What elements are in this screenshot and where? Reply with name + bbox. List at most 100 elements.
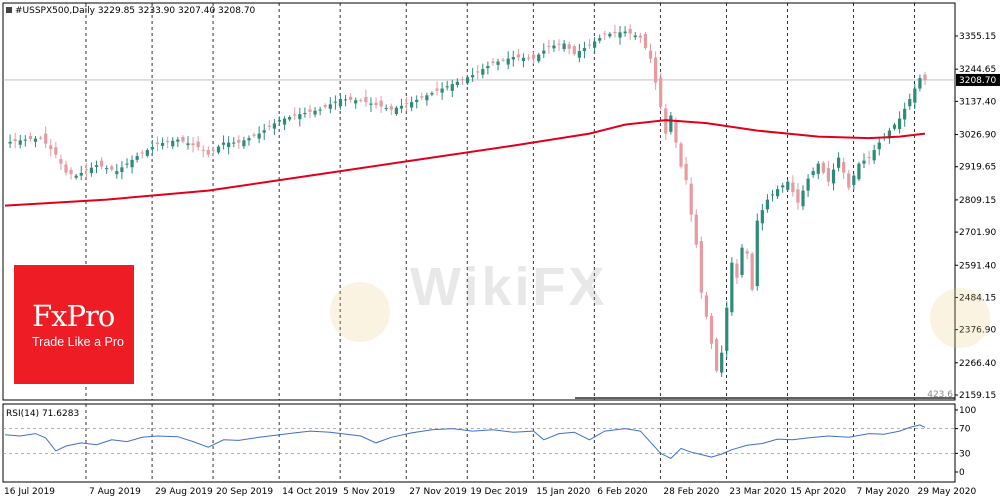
candle-body [8, 141, 12, 144]
candle-body [506, 58, 510, 65]
x-tick-label: 14 Oct 2019 [282, 487, 338, 497]
candle-body [715, 339, 719, 371]
candle-body [237, 139, 241, 143]
candle-body [511, 57, 515, 60]
wikifx-watermark: WikiFX [410, 257, 608, 317]
rsi-y-tick-label: 30 [959, 449, 971, 459]
candle-body [918, 78, 922, 89]
candle-body [374, 102, 378, 106]
candle-body [501, 59, 505, 61]
candle-body [110, 166, 114, 170]
candle-body [623, 31, 627, 34]
candle-body [323, 105, 327, 107]
candle-body [125, 163, 129, 165]
candle-body [897, 118, 902, 130]
current-price-box [956, 73, 1000, 86]
candle-body [598, 38, 602, 41]
x-tick-label: 27 Nov 2019 [409, 487, 467, 497]
candle-body [293, 114, 297, 116]
x-tick-label: 16 Jul 2019 [4, 487, 55, 497]
candle-body [476, 71, 480, 73]
candle-body [99, 160, 104, 167]
candle-body [425, 95, 429, 101]
main-panel-frame [2, 2, 956, 401]
y-tick-label: 2701.90 [959, 228, 996, 238]
candle-body [54, 147, 58, 155]
candle-body [562, 43, 566, 50]
wikifx-watermark-badge-right [930, 288, 990, 348]
fxpro-logo: FxPro Trade Like a Pro [14, 265, 134, 384]
candle-body [333, 101, 337, 103]
candle-body [811, 171, 815, 176]
candle-body [735, 263, 739, 278]
candle-body [267, 125, 271, 127]
fxpro-logo-text: FxPro [32, 299, 115, 333]
candle-body [262, 130, 266, 133]
candle-body [892, 124, 897, 129]
y-tick-label: 2376.90 [959, 326, 996, 336]
y-tick-label: 2484.15 [959, 293, 996, 303]
candle-body [867, 157, 871, 159]
candle-body [252, 134, 256, 136]
candle-body [572, 46, 576, 55]
candle-body [166, 141, 170, 143]
candle-body [191, 143, 195, 146]
candle-body [44, 133, 48, 144]
rsi-title: RSI(14) 71.6283 [6, 409, 79, 419]
candle-body [49, 145, 53, 150]
candle-body [38, 137, 43, 139]
rsi-line [4, 424, 926, 460]
candle-body [410, 102, 414, 108]
candle-body [537, 54, 541, 62]
candle-body [542, 50, 546, 54]
candle-body [232, 142, 236, 144]
candle-body [206, 149, 210, 155]
candle-body [842, 162, 846, 173]
candle-body [903, 108, 907, 120]
candle-body [145, 150, 149, 156]
candle-body [349, 96, 353, 100]
candle-body [628, 28, 632, 34]
candle-body [760, 210, 764, 224]
candle-body [242, 140, 246, 147]
y-tick-label: 3137.40 [959, 97, 996, 107]
candle-body [227, 142, 231, 148]
candle-body [694, 214, 698, 245]
candle-body [781, 185, 785, 188]
candle-body [379, 100, 383, 107]
candle-body [59, 159, 63, 164]
chart-title: #USSPX500,Daily 3229.85 3233.90 3207.40 … [15, 6, 256, 16]
candle-body [603, 33, 607, 35]
candle-body [211, 150, 215, 152]
candle-body [801, 190, 805, 207]
candle-body [303, 112, 307, 115]
candle-body [816, 163, 820, 174]
candle-body [643, 33, 648, 49]
candle-body [496, 61, 500, 65]
candle-body [725, 307, 729, 351]
candle-body [745, 251, 749, 254]
y-tick-label: 3244.65 [959, 65, 996, 75]
rsi-y-tick-label: 70 [959, 425, 971, 435]
candle-body [186, 143, 190, 146]
candle-body [176, 139, 180, 142]
candle-body [155, 142, 160, 145]
candle-body [196, 141, 200, 148]
candle-body [430, 93, 434, 95]
candle-body [750, 253, 754, 290]
candle-body [877, 142, 881, 150]
candle-body [654, 57, 658, 83]
candle-body [23, 139, 27, 141]
candle-body [277, 120, 282, 122]
y-tick-label: 3026.90 [959, 131, 996, 141]
candle-body [674, 120, 678, 143]
x-tick-label: 29 May 2020 [918, 487, 977, 497]
x-tick-label: 19 Dec 2019 [470, 487, 528, 497]
candle-body [216, 146, 221, 153]
candle-body [160, 142, 165, 146]
candle-body [857, 163, 861, 180]
candle-body [394, 107, 398, 115]
candle-body [740, 247, 744, 275]
candle-body [831, 169, 836, 184]
